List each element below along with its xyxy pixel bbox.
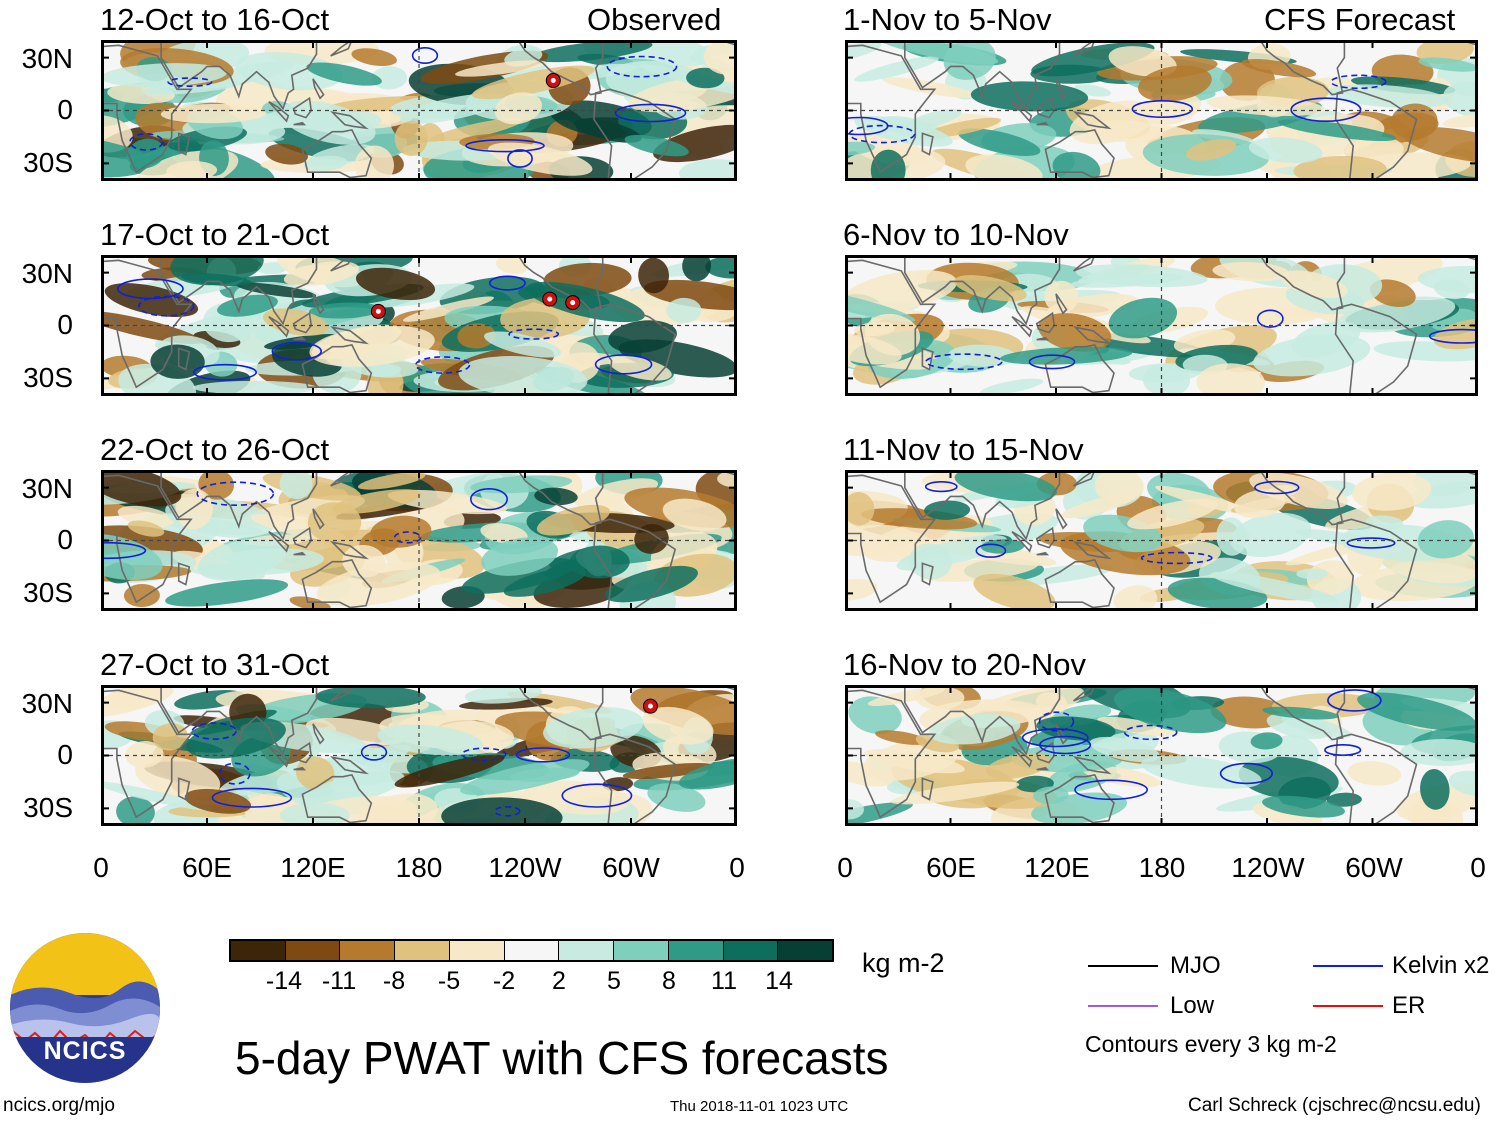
y-tick-30n: 30N	[21, 473, 73, 504]
colorbar-tick: 11	[711, 967, 737, 995]
panel-title-6: 6-Nov to 10-Nov	[843, 217, 1069, 252]
colorbar-swatch	[503, 941, 559, 960]
colorbar-swatch	[558, 941, 614, 960]
map-panel-8	[845, 685, 1478, 826]
storm-marker-icon	[370, 303, 386, 319]
colorbar-tick: -14	[265, 967, 303, 995]
y-tick-30n: 30N	[21, 43, 73, 74]
panel-title-2: 17-Oct to 21-Oct	[100, 217, 330, 252]
legend-label-kelvin: Kelvin x2	[1392, 952, 1490, 979]
colorbar-tick: -2	[492, 967, 516, 995]
y-tick-30s: 30S	[23, 577, 73, 608]
colorbar-swatch	[777, 941, 833, 960]
panel-title-5: 1-Nov to 5-Nov	[843, 2, 1052, 37]
map-panel-5	[845, 40, 1478, 181]
x-tick-60w: 60W	[1345, 852, 1403, 883]
x-tick-360: 0	[729, 852, 745, 883]
x-tick-0: 0	[93, 852, 109, 883]
map-panel-1	[101, 40, 737, 181]
legend-label-low: Low	[1170, 992, 1215, 1019]
panel-title-7: 11-Nov to 15-Nov	[843, 432, 1084, 467]
x-tick-120w: 120W	[488, 852, 562, 883]
colorbar-tick: 2	[552, 967, 566, 995]
y-tick-30s: 30S	[23, 147, 73, 178]
x-tick-120e: 120E	[280, 852, 346, 883]
storm-marker-icon	[545, 73, 561, 89]
map-panel-3	[101, 470, 737, 611]
legend-label-mjo: MJO	[1170, 952, 1221, 979]
y-tick-30n: 30N	[21, 258, 73, 289]
logo-text: NCICS	[43, 1037, 127, 1065]
x-tick-120e: 120E	[1024, 852, 1090, 883]
colorbar-swatch	[722, 941, 778, 960]
colorbar-units: kg m-2	[862, 948, 945, 978]
colorbar-swatch	[613, 941, 668, 960]
storm-marker-icon	[565, 295, 581, 311]
colorbar-tick: 8	[662, 967, 676, 995]
author-credit: Carl Schreck (cjschrec@ncsu.edu)	[1188, 1095, 1481, 1116]
storm-marker-icon	[642, 698, 658, 714]
colorbar-swatch	[448, 941, 504, 960]
x-tick-180: 180	[395, 852, 443, 883]
panel-title-1: 12-Oct to 16-Oct	[100, 2, 330, 37]
map-panel-6	[845, 255, 1478, 396]
colorbar	[229, 939, 834, 962]
ncics-logo: NCICS	[10, 933, 160, 1083]
colorbar-swatch	[231, 941, 285, 960]
y-tick-30n: 30N	[21, 688, 73, 719]
map-panel-2	[101, 255, 737, 396]
x-tick-60e: 60E	[182, 852, 232, 883]
legend-line-er	[1313, 1005, 1383, 1007]
x-tick-360: 0	[1470, 852, 1486, 883]
colorbar-tick: 14	[765, 967, 793, 995]
y-tick-30s: 30S	[23, 792, 73, 823]
legend-line-kelvin	[1313, 965, 1383, 967]
y-tick-0: 0	[57, 94, 73, 125]
x-tick-120w: 120W	[1231, 852, 1305, 883]
colorbar-tick: -11	[321, 967, 357, 995]
colorbar-swatch	[284, 941, 340, 960]
site-url[interactable]: ncics.org/mjo	[3, 1095, 115, 1116]
colorbar-swatch	[339, 941, 395, 960]
y-tick-0: 0	[57, 739, 73, 770]
legend-note: Contours every 3 kg m-2	[1085, 1031, 1337, 1057]
observed-label: Observed	[587, 2, 722, 37]
colorbar-tick: -5	[437, 967, 461, 995]
y-tick-30s: 30S	[23, 362, 73, 393]
legend-line-low	[1088, 1005, 1158, 1007]
y-tick-0: 0	[57, 524, 73, 555]
legend-label-er: ER	[1392, 992, 1426, 1019]
storm-marker-icon	[542, 291, 558, 307]
colorbar-swatch	[394, 941, 449, 960]
map-panel-7	[845, 470, 1478, 611]
x-tick-60w: 60W	[602, 852, 660, 883]
colorbar-swatch	[667, 941, 723, 960]
y-tick-0: 0	[57, 309, 73, 340]
panel-title-8: 16-Nov to 20-Nov	[843, 647, 1086, 682]
colorbar-tick: 5	[607, 967, 621, 995]
x-tick-60e: 60E	[926, 852, 976, 883]
map-panel-4	[101, 685, 737, 826]
timestamp: Thu 2018-11-01 1023 UTC	[670, 1098, 849, 1115]
x-tick-0: 0	[837, 852, 853, 883]
legend-line-mjo	[1088, 965, 1158, 967]
colorbar-tick: -8	[382, 967, 406, 995]
panel-title-3: 22-Oct to 26-Oct	[100, 432, 330, 467]
panel-title-4: 27-Oct to 31-Oct	[100, 647, 330, 682]
forecast-label: CFS Forecast	[1264, 2, 1456, 37]
x-tick-180: 180	[1138, 852, 1186, 883]
figure-title: 5-day PWAT with CFS forecasts	[235, 1032, 889, 1084]
